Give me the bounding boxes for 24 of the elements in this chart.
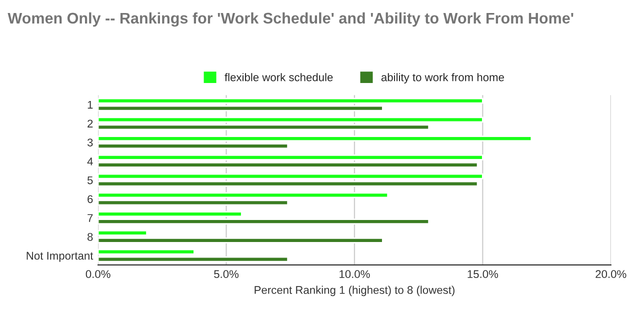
bar [98,248,195,255]
x-tick-label: 5.0% [214,270,239,278]
x-tick-label: 15.0% [468,270,498,278]
chart-title: Women Only -- Rankings for 'Work Schedule' and 'Ability to Work From Home' [8,12,574,27]
bar [98,256,289,262]
x-axis-title: Percent Ranking 1 (highest) to 8 (lowest) [254,286,454,296]
bar [98,173,484,180]
legend-label: flexible work schedule [224,73,333,82]
y-tick-label: 1 [88,100,93,109]
bar [98,116,484,123]
y-tick-label: 5 [87,176,93,184]
y-tick-label: 6 [88,195,93,204]
y-tick-label: 4 [87,158,93,166]
bar [98,124,430,130]
bar [98,180,478,187]
x-tick-label: 20.0% [596,270,626,278]
x-tick-label: 10.0% [340,270,370,278]
y-tick-label: 2 [88,120,93,128]
x-tick-label: 0.0% [86,270,110,278]
legend-label: ability to work from home [381,73,504,84]
y-tick-label: 8 [88,232,93,241]
y-tick-label: 7 [88,214,93,222]
y-tick-label: Not Important [26,252,94,262]
y-tick-label: 3 [87,138,93,146]
